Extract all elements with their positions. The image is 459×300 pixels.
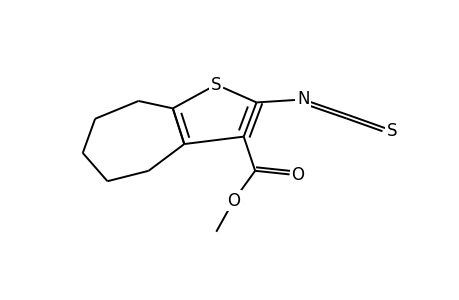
- Text: O: O: [227, 191, 240, 209]
- Text: S: S: [386, 122, 397, 140]
- Text: O: O: [291, 166, 303, 184]
- Text: N: N: [296, 91, 309, 109]
- Text: S: S: [211, 76, 221, 94]
